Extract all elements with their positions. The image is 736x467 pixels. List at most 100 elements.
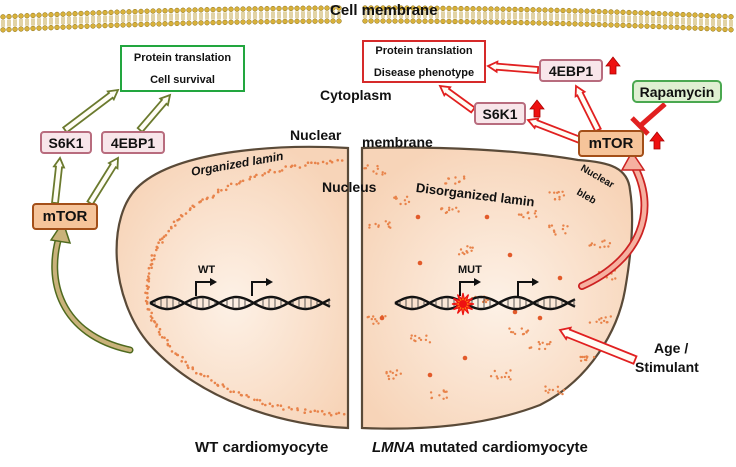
disorganized-lamin-dot: [585, 355, 588, 358]
organized-lamin-dot: [164, 234, 168, 237]
organized-lamin-dot: [287, 406, 291, 409]
lipid-head-outer: [108, 9, 114, 16]
disorganized-lamin-dot: [461, 251, 464, 254]
lipid-head-inner: [602, 22, 608, 28]
disorganized-lamin-dot: [407, 200, 411, 204]
organized-lamin-dot: [147, 272, 151, 275]
disorganized-lamin-dot: [609, 315, 612, 318]
left-mtor-node: mTOR: [32, 203, 98, 230]
disorganized-lamin-dot: [413, 339, 416, 342]
lipid-head-inner: [416, 18, 422, 24]
lipid-head-inner: [30, 25, 36, 32]
lipid-head-inner: [704, 25, 710, 32]
disorganized-lamin-dot: [509, 378, 512, 381]
disorganized-lamin-dot: [602, 319, 606, 323]
disorganized-lamin-dot: [489, 375, 493, 378]
lipid-head-inner: [728, 27, 734, 33]
lipid-head-inner: [0, 27, 6, 33]
disorganized-lamin-dot: [558, 198, 561, 201]
age-label-line1: Age /: [654, 340, 689, 356]
organized-lamin-dot: [155, 245, 159, 249]
lipid-head-inner: [464, 19, 470, 25]
lipid-head-outer: [488, 6, 494, 12]
lipid-head-outer: [96, 10, 102, 16]
disorganized-lamin-dot: [608, 242, 612, 245]
disorganized-lamin-dot: [388, 221, 391, 224]
lmna-gene-name: LMNA: [372, 439, 416, 456]
disorganized-lamin-dot: [522, 215, 525, 219]
disorganized-lamin-dot: [457, 180, 461, 184]
cell-membrane-label: Cell membrane: [330, 2, 438, 19]
lipid-head-outer: [584, 8, 590, 14]
lipid-head-inner: [674, 24, 680, 30]
lamin-aggregate: [415, 214, 421, 220]
lipid-head-outer: [240, 6, 246, 12]
lipid-head-inner: [282, 18, 288, 25]
disorganized-lamin-dot: [376, 167, 380, 170]
organized-lamin-dot: [258, 399, 262, 402]
lipid-head-inner: [536, 20, 542, 26]
disorganized-lamin-dot: [533, 212, 537, 215]
organized-lamin-dot: [147, 275, 150, 278]
disorganized-lamin-dot: [463, 252, 466, 256]
lipid-head-inner: [102, 22, 108, 29]
disorganized-lamin-dot: [419, 338, 423, 342]
arrow-4ebp1-to-survival: [136, 93, 172, 134]
lipid-head-outer: [294, 5, 300, 11]
lipid-head-outer: [698, 12, 704, 19]
lipid-head-outer: [24, 13, 30, 19]
lipid-head-outer: [374, 5, 380, 11]
disorganized-lamin-dot: [493, 369, 496, 373]
disorganized-lamin-dot: [592, 355, 596, 359]
lipid-head-outer: [336, 5, 342, 11]
lipid-head-outer: [524, 7, 530, 13]
lipid-head-outer: [470, 6, 476, 12]
organized-lamin-dot: [303, 411, 307, 415]
lipid-head-inner: [264, 19, 270, 25]
lipid-head-outer: [330, 5, 336, 11]
organized-lamin-dot: [264, 403, 267, 407]
lipid-head-outer: [596, 8, 602, 15]
lamin-aggregate: [427, 372, 433, 378]
lipid-head-outer: [590, 8, 596, 15]
organized-lamin-dot: [320, 409, 324, 413]
lipid-head-inner: [380, 18, 386, 24]
organized-lamin-dot: [235, 183, 238, 186]
lipid-head-inner: [24, 26, 30, 32]
disorganized-lamin-dot: [606, 321, 609, 324]
disorganized-lamin-dot: [403, 199, 407, 202]
organized-lamin-dot: [144, 299, 148, 303]
organized-lamin-dot: [174, 224, 177, 227]
organized-lamin-dot: [150, 262, 154, 266]
lipid-head-outer: [18, 13, 24, 19]
disorganized-lamin-dot: [368, 226, 371, 229]
arrow-mtor-to-4ebp1-right: [574, 84, 602, 133]
organized-lamin-dot: [152, 320, 156, 323]
lipid-head-inner: [318, 18, 324, 24]
lipid-head-outer: [48, 12, 54, 18]
lipid-head-outer: [84, 10, 90, 16]
right-outcome-box: Protein translation Disease phenotype: [362, 40, 486, 83]
organized-lamin-dot: [155, 323, 159, 326]
nuclear-membrane-label-left: Nuclear: [290, 127, 342, 143]
arrow-mtor-to-s6k1-right: [526, 117, 583, 144]
disorganized-lamin-dot: [428, 341, 432, 344]
disorganized-lamin-dot: [548, 191, 551, 194]
nucleus-to-mtor-curve: [52, 232, 132, 352]
organized-lamin-dot: [186, 364, 189, 367]
organized-lamin-dot: [313, 161, 317, 165]
organized-lamin-dot: [340, 159, 344, 162]
disorganized-lamin-dot: [553, 198, 557, 201]
lipid-head-outer: [180, 7, 186, 13]
organized-lamin-dot: [221, 383, 225, 386]
lipid-head-inner: [578, 21, 584, 27]
organized-lamin-dot: [157, 330, 161, 334]
right-4ebp1-node: 4EBP1: [539, 59, 603, 82]
organized-lamin-dot: [271, 404, 274, 408]
lipid-head-outer: [518, 6, 524, 13]
organized-lamin-dot: [169, 225, 173, 229]
disorganized-lamin-dot: [366, 164, 369, 167]
organized-lamin-dot: [273, 170, 277, 174]
disorganized-lamin-dot: [601, 240, 604, 243]
